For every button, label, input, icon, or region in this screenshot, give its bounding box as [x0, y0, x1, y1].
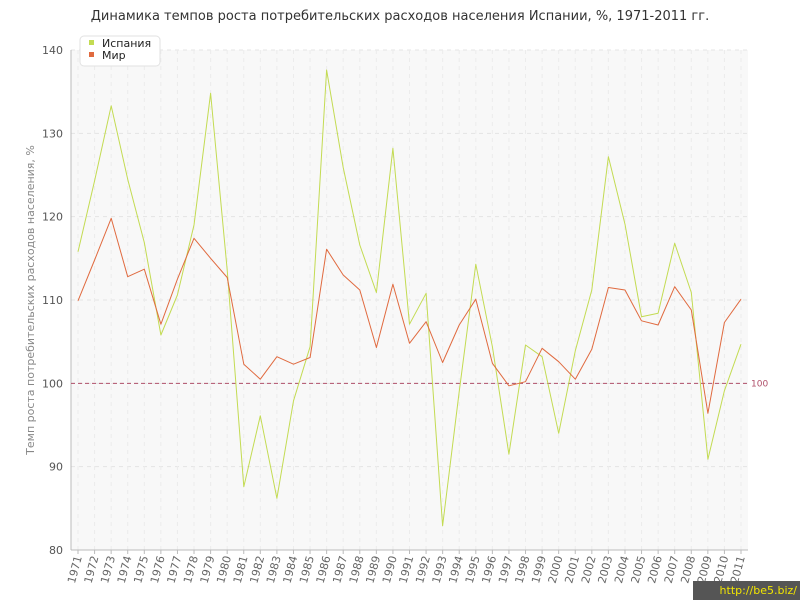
y-tick-labels: 80 90 100 110 120 130 140	[42, 44, 63, 557]
legend-label-world: Мир	[102, 49, 126, 62]
legend-box	[79, 35, 161, 67]
y-tick-label: 80	[49, 544, 63, 557]
reference-line-label: 100	[751, 379, 768, 389]
x-tick-labels: 1971197219731974197519761977197819791980…	[65, 550, 748, 585]
series-line-spain	[77, 69, 742, 527]
watermark: http://be5.biz/	[693, 581, 800, 600]
y-tick-label: 120	[42, 211, 63, 224]
y-tick-label: 110	[42, 294, 63, 307]
chart-title: Динамика темпов роста потребительских ра…	[90, 9, 710, 24]
series-line-world	[77, 217, 742, 414]
reference-line-group: 100	[71, 379, 768, 389]
y-tick-label: 130	[42, 127, 63, 140]
legend: Испания Мир	[79, 35, 161, 67]
y-axis-label: Темп роста потребительских расходов насе…	[24, 145, 37, 456]
series-lines	[77, 69, 742, 527]
legend-swatch-world	[89, 52, 94, 57]
y-tick-label: 140	[42, 44, 63, 57]
legend-label-spain: Испания	[102, 37, 151, 50]
y-tick-label: 90	[49, 461, 63, 474]
grid-lines	[71, 49, 748, 550]
y-tick-label: 100	[42, 377, 63, 390]
legend-swatch-spain	[89, 40, 94, 45]
